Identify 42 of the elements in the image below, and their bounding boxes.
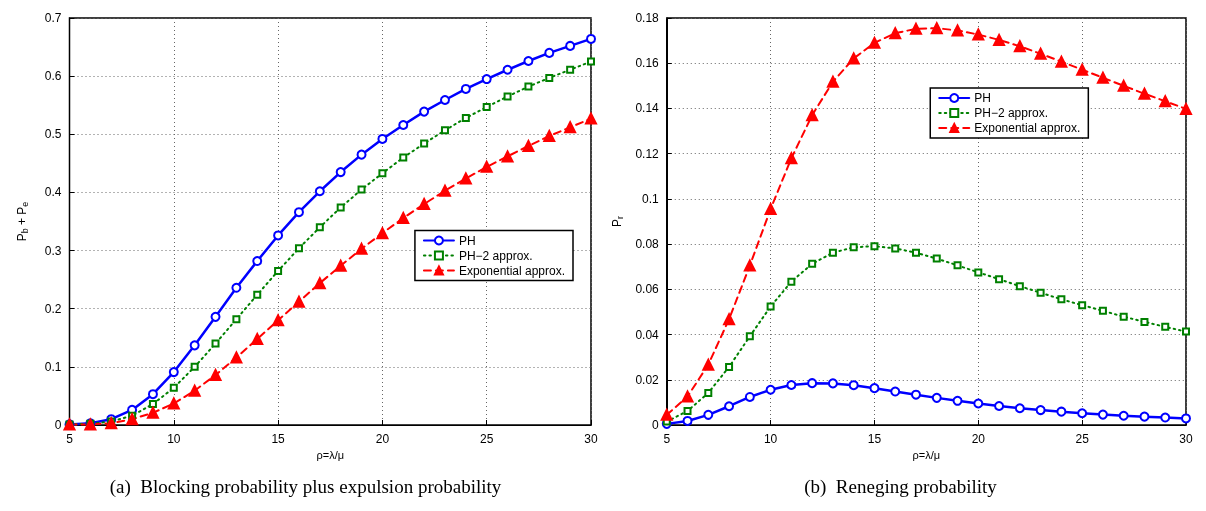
x-tick-label: 20 [375,432,390,446]
y-tick-label: 0.7 [44,11,62,25]
x-axis-title: ρ=λ/μ [912,449,941,462]
y-tick-label: 0.3 [44,243,62,258]
y-tick-label: 0.1 [44,359,62,374]
x-tick-label: 25 [1075,432,1090,446]
text: (b) Reneging probability [804,476,998,498]
y-tick-label: 0.18 [635,11,660,25]
y-tick-label: 0.16 [635,56,660,71]
y-axis-title: Pr [610,216,625,228]
x-axis-title: ρ=λ/μ [316,449,345,462]
y-axis-title: Pb + Pe [15,201,30,242]
x-tick-label: 15 [271,432,286,446]
y-tick-label: 0.12 [635,146,660,161]
legend-label: Exponential approx. [974,121,1081,135]
x-tick-label: 10 [763,432,778,446]
y-tick-label: 0.02 [635,372,660,387]
x-tick-label: 5 [663,432,671,446]
x-tick-label: 25 [480,432,494,446]
legend-label: PH−2 approx. [458,248,533,263]
y-tick-label: 0.4 [44,185,62,200]
legend-label: PH [974,91,991,105]
y-tick-label: 0.5 [44,127,62,142]
y-tick-label: 0.6 [44,69,62,84]
legend-label: PH [458,233,476,248]
y-tick-label: 0 [652,418,660,432]
y-tick-label: 0.08 [635,237,660,252]
y-tick-label: 0.2 [44,301,62,316]
x-tick-label: 10 [167,432,181,446]
x-tick-label: 20 [971,432,986,446]
y-tick-label: 0.14 [635,101,660,116]
y-tick-label: 0.04 [635,327,660,342]
y-tick-label: 0.06 [635,282,660,297]
y-tick-label: 0 [54,418,62,432]
y-tick-label: 0.1 [642,191,660,206]
x-tick-label: 30 [1179,432,1193,446]
legend-label: PH−2 approx. [974,106,1048,120]
text: (a) Blocking probability plus expulsion probability [109,476,502,498]
x-tick-label: 5 [66,432,74,446]
x-tick-label: 30 [584,432,598,446]
legend-label: Exponential approx. [458,263,566,278]
x-tick-label: 15 [867,432,882,446]
